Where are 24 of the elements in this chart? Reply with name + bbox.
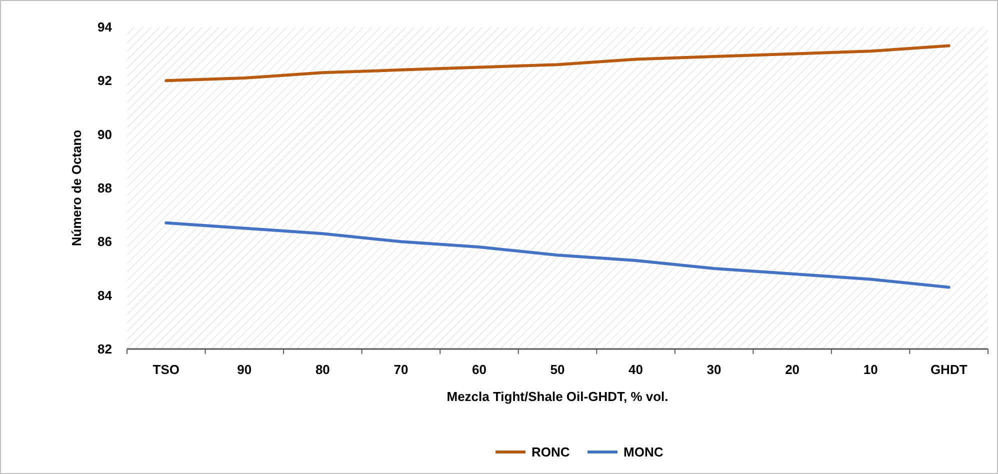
y-tick-label: 84 — [98, 288, 113, 303]
x-tick-label: GHDT — [930, 362, 968, 377]
x-tick-label: 70 — [394, 362, 408, 377]
x-tick-label: 50 — [550, 362, 565, 377]
x-tick-label: 60 — [472, 362, 486, 377]
x-axis-title: Mezcla Tight/Shale Oil-GHDT, % vol. — [446, 389, 668, 404]
y-tick-label: 94 — [98, 20, 113, 34]
line-series — [164, 221, 950, 289]
line-series — [164, 44, 950, 82]
y-tick-label: 82 — [98, 342, 112, 356]
x-tick-label: 40 — [628, 362, 644, 377]
x-tick-label: 80 — [315, 362, 330, 377]
x-tick-label: 10 — [863, 362, 878, 377]
x-tick-label: 30 — [706, 362, 722, 377]
y-axis-title: Número de Octano — [69, 130, 84, 246]
y-tick-label: 90 — [98, 126, 112, 142]
y-tick-label: 88 — [98, 180, 112, 196]
x-tick-label: 20 — [785, 362, 800, 377]
x-tick-label: TSO — [152, 362, 180, 377]
y-tick-label: 92 — [98, 73, 112, 88]
legend-label: RONC — [532, 444, 570, 460]
legend-label: MONC — [624, 444, 664, 460]
y-tick-label: 86 — [98, 234, 112, 250]
x-tick-label: 90 — [237, 362, 252, 377]
